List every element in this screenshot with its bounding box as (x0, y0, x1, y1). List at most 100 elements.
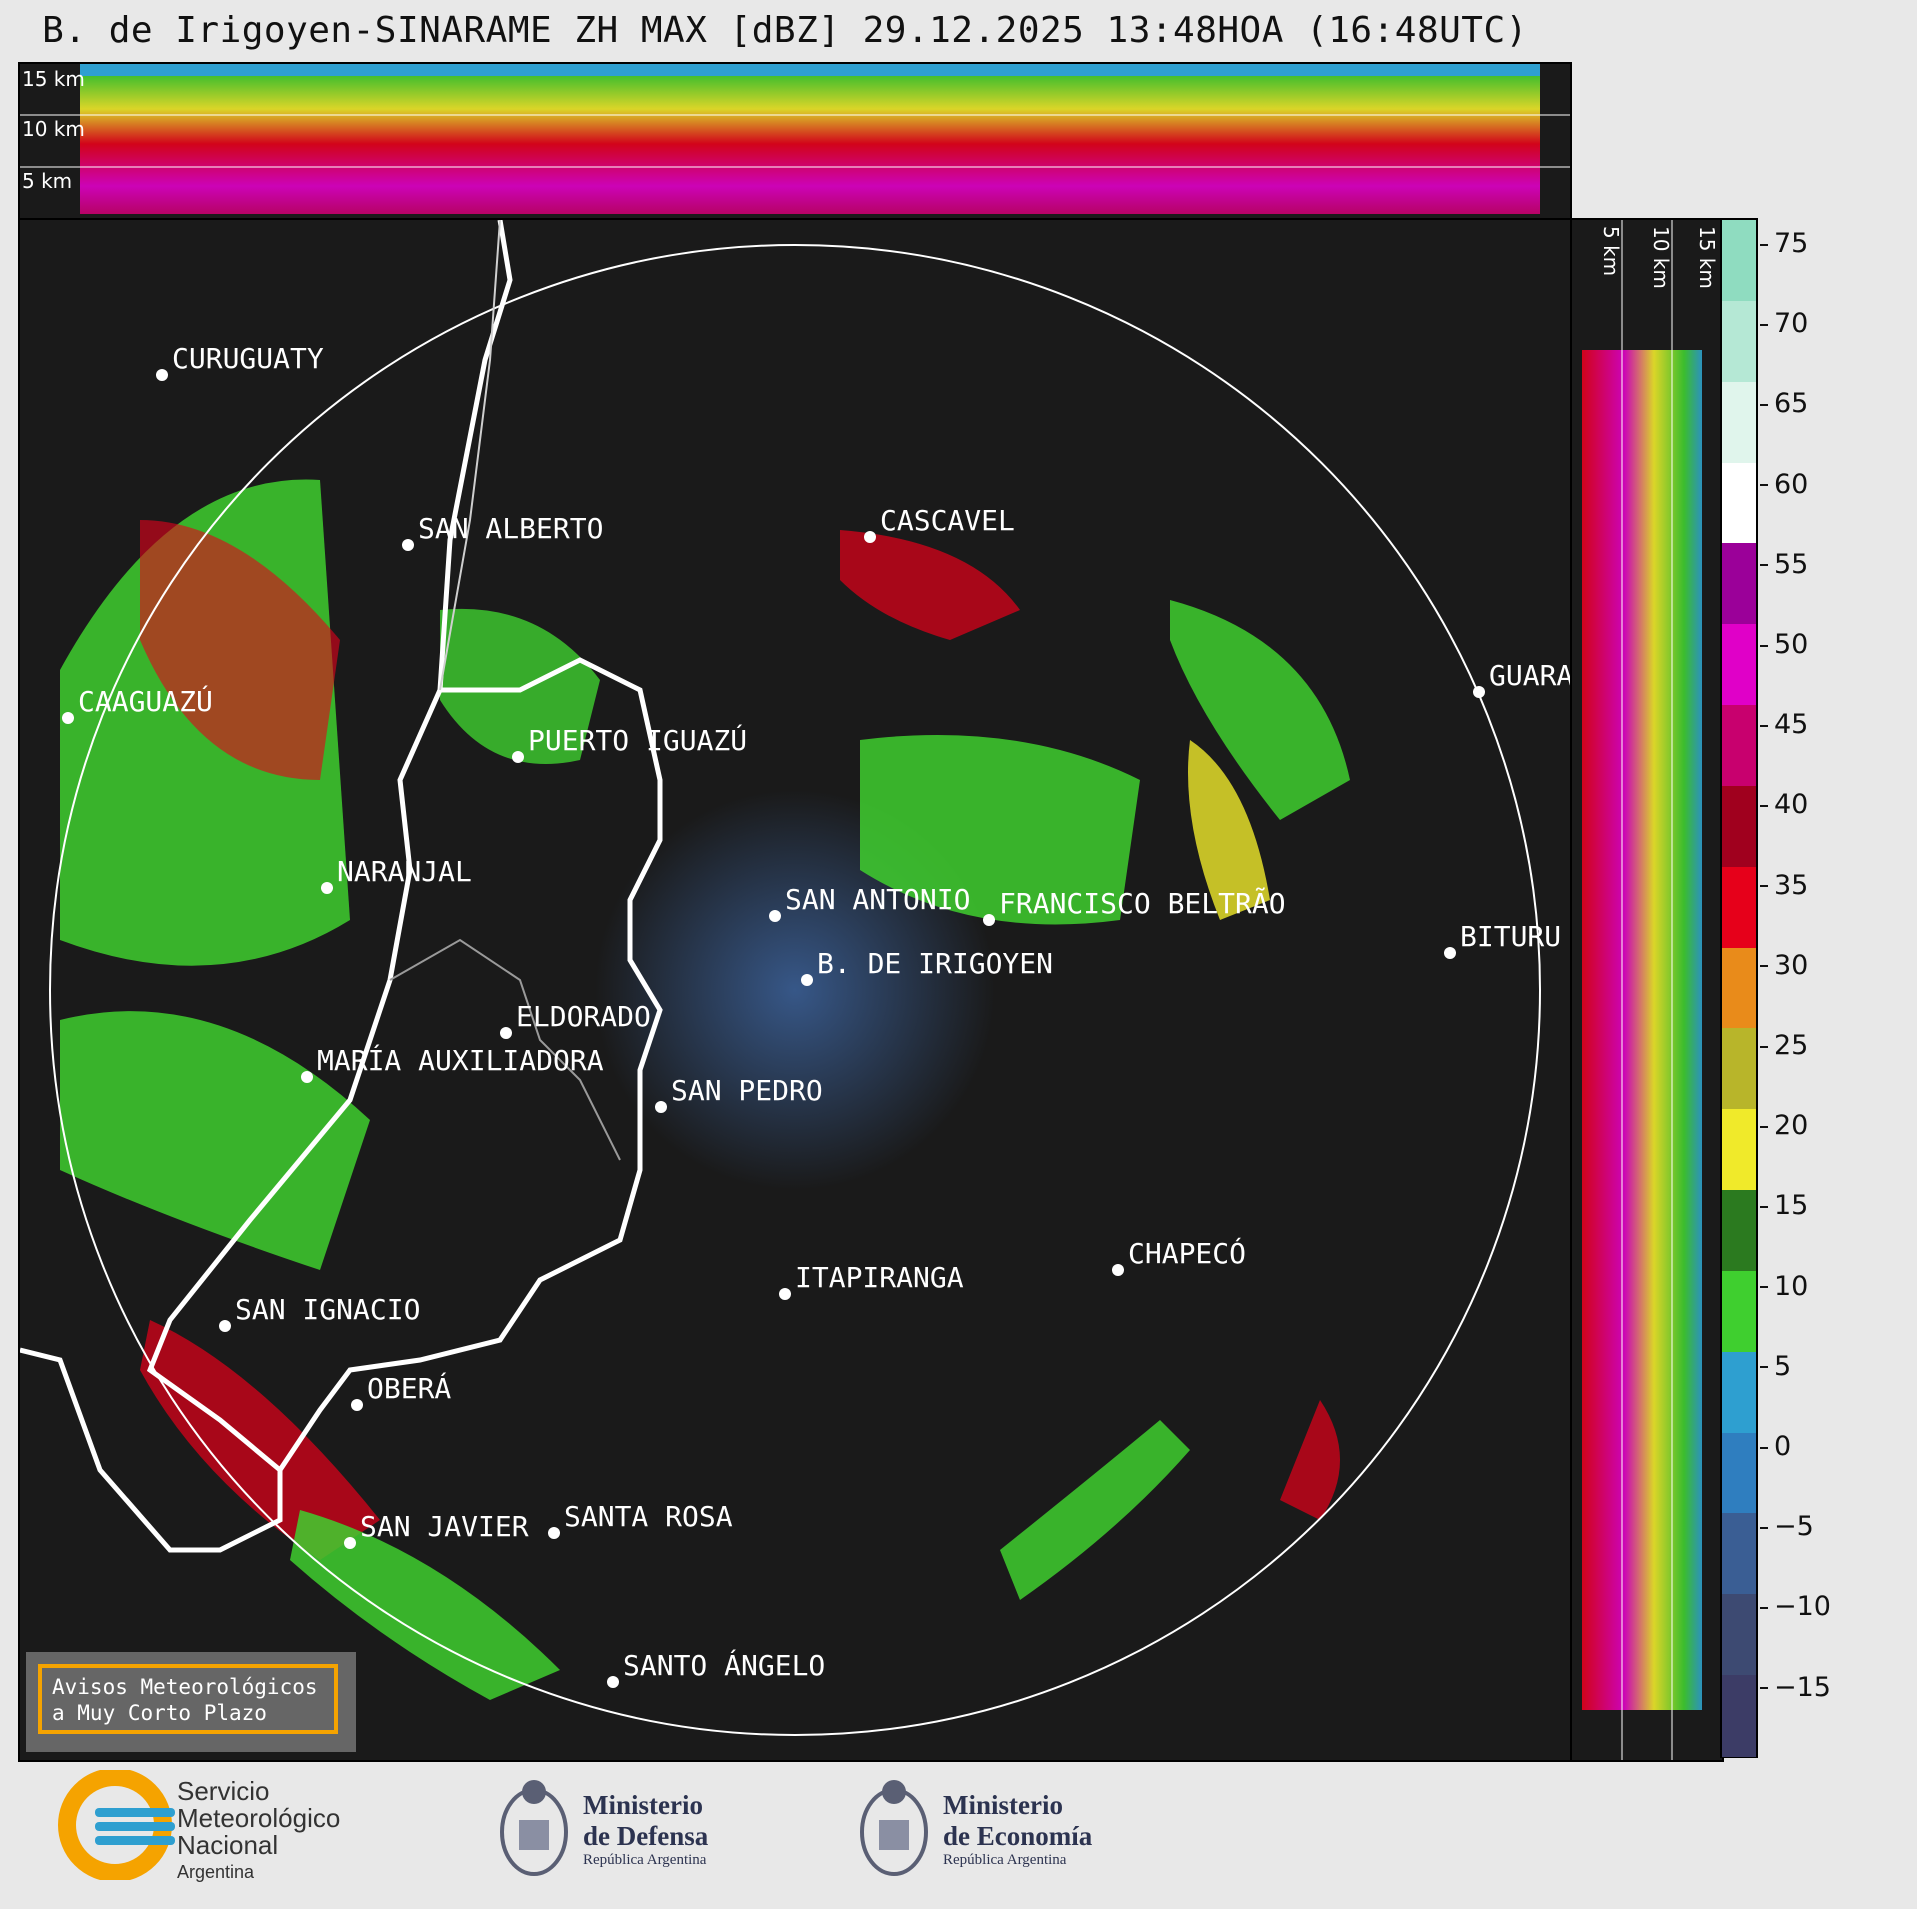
colorbar-segment (1722, 866, 1756, 949)
colorbar-tick-label: 45 (1760, 709, 1808, 740)
side-height-label: 15 km (1695, 226, 1719, 289)
colorbar-tick-label: 20 (1760, 1110, 1808, 1141)
colorbar-segment (1722, 381, 1756, 464)
side-cross-section: 5 km 10 km 15 km (1570, 218, 1724, 1762)
colorbar-tick-label: 15 (1760, 1190, 1808, 1221)
economia-name: Ministerio (943, 1790, 1063, 1820)
city-label: ELDORADO (516, 1000, 651, 1033)
colorbar-segment (1722, 1513, 1756, 1596)
city-label: BITURU (1460, 920, 1561, 953)
economia-name: de Economía (943, 1821, 1093, 1851)
precipitation-echoes (60, 479, 1350, 1700)
colorbar-tick-label: −15 (1760, 1672, 1831, 1703)
page-title: B. de Irigoyen-SINARAME ZH MAX [dBZ] 29.… (42, 10, 1528, 51)
colorbar-segment (1722, 624, 1756, 707)
city-label: CASCAVEL (880, 504, 1015, 537)
colorbar-segment (1722, 220, 1756, 302)
colorbar-segment (1722, 947, 1756, 1030)
city-markers: CURUGUATY SAN ALBERTO CASCAVEL CAAGUAZÚ … (62, 342, 1570, 1688)
colorbar-segment (1722, 705, 1756, 787)
defensa-country: República Argentina (583, 1852, 707, 1868)
colorbar-tick-label: 50 (1760, 629, 1808, 660)
colorbar-tick-label: 35 (1760, 870, 1808, 901)
colorbar-tick-label: 55 (1760, 549, 1808, 580)
city-label: B. DE IRIGOYEN (817, 947, 1053, 980)
top-cross-section: 15 km 10 km 5 km (18, 62, 1572, 220)
warning-line: a Muy Corto Plazo (52, 1701, 267, 1725)
smn-name: Servicio (177, 1776, 270, 1806)
colorbar-tick-label: 25 (1760, 1030, 1808, 1061)
city-label: SANTA ROSA (564, 1500, 733, 1533)
colorbar-tick-label: 10 (1760, 1271, 1808, 1302)
smn-emblem-icon (58, 1770, 175, 1880)
top-height-label: 10 km (22, 117, 85, 141)
top-height-label: 5 km (22, 169, 72, 193)
river-border (146, 688, 443, 1472)
city-label: GUARA (1489, 659, 1570, 692)
city-label: SAN ANTONIO (785, 883, 970, 916)
radar-map-svg: CURUGUATY SAN ALBERTO CASCAVEL CAAGUAZÚ … (20, 220, 1570, 1736)
city-label: CAAGUAZÚ (78, 684, 213, 718)
colorbar-segment (1722, 1351, 1756, 1434)
radar-map[interactable]: CURUGUATY SAN ALBERTO CASCAVEL CAAGUAZÚ … (18, 218, 1572, 1762)
colorbar-segment (1722, 1675, 1756, 1757)
city-label: OBERÁ (367, 1371, 451, 1405)
colorbar-segment (1722, 785, 1756, 868)
city-label: SAN JAVIER (360, 1510, 529, 1543)
state-border (439, 220, 501, 691)
colorbar-tick-label: 5 (1760, 1351, 1791, 1382)
colorbar-segment (1722, 1190, 1756, 1272)
defensa-logo: Ministerio de Defensa República Argentin… (495, 1770, 755, 1890)
city-label: SANTO ÁNGELO (623, 1648, 825, 1682)
national-seal-icon (860, 1780, 928, 1876)
warning-link[interactable]: Avisos Meteorológicos a Muy Corto Plazo (38, 1664, 338, 1734)
colorbar-tick-label: 75 (1760, 228, 1808, 259)
smn-country: Argentina (177, 1862, 255, 1882)
colorbar-tick-label: −10 (1760, 1591, 1831, 1622)
economia-country: República Argentina (943, 1852, 1067, 1868)
city-label: ITAPIRANGA (795, 1261, 964, 1294)
smn-name: Nacional (177, 1830, 279, 1860)
colorbar-segment (1722, 1270, 1756, 1353)
colorbar-tick-label: 65 (1760, 388, 1808, 419)
city-label: FRANCISCO BELTRÃO (999, 887, 1286, 920)
city-label: SAN IGNACIO (235, 1293, 420, 1326)
international-border (20, 220, 663, 1553)
city-label: SAN ALBERTO (418, 512, 603, 545)
colorbar-tick-label: 0 (1760, 1431, 1791, 1462)
city-label: SAN PEDRO (671, 1074, 823, 1107)
colorbar-tick-label: 30 (1760, 950, 1808, 981)
smn-logo: Servicio Meteorológico Nacional Argentin… (55, 1770, 395, 1890)
colorbar-segment (1722, 1028, 1756, 1111)
colorbar-segment (1722, 1109, 1756, 1192)
colorbar-tick-label: 60 (1760, 469, 1808, 500)
ground-clutter (595, 790, 995, 1190)
range-ring (49, 244, 1541, 1736)
colorbar-segment (1722, 1594, 1756, 1677)
city-label: PUERTO IGUAZÚ (528, 723, 747, 757)
city-label: MARÍA AUXILIADORA (317, 1043, 604, 1077)
top-cross-section-plot: 15 km 10 km 5 km (20, 64, 1570, 214)
smn-name: Meteorológico (177, 1803, 341, 1833)
colorbar-tick-label: 40 (1760, 789, 1808, 820)
warning-box[interactable]: Avisos Meteorológicos a Muy Corto Plazo (26, 1652, 356, 1752)
side-height-label: 10 km (1649, 226, 1673, 289)
colorbar-segment (1722, 462, 1756, 545)
colorbar-segment (1722, 543, 1756, 626)
warning-line: Avisos Meteorológicos (52, 1675, 318, 1699)
side-cross-section-plot: 5 km 10 km 15 km (1582, 220, 1719, 1760)
defensa-name: Ministerio (583, 1790, 703, 1820)
province-border (389, 938, 621, 1161)
national-seal-icon (500, 1780, 568, 1876)
city-label: NARANJAL (337, 855, 472, 888)
side-height-label: 5 km (1599, 226, 1623, 276)
colorbar-segment (1722, 1432, 1756, 1515)
city-label: CHAPECÓ (1128, 1236, 1246, 1270)
city-label: CURUGUATY (172, 342, 324, 375)
colorbar-segment (1722, 300, 1756, 383)
colorbar-tick-label: −5 (1760, 1511, 1814, 1542)
top-height-label: 15 km (22, 67, 85, 91)
colorbar (1720, 218, 1758, 1758)
colorbar-tick-label: 70 (1760, 308, 1808, 339)
economia-logo: Ministerio de Economía República Argenti… (855, 1770, 1135, 1890)
